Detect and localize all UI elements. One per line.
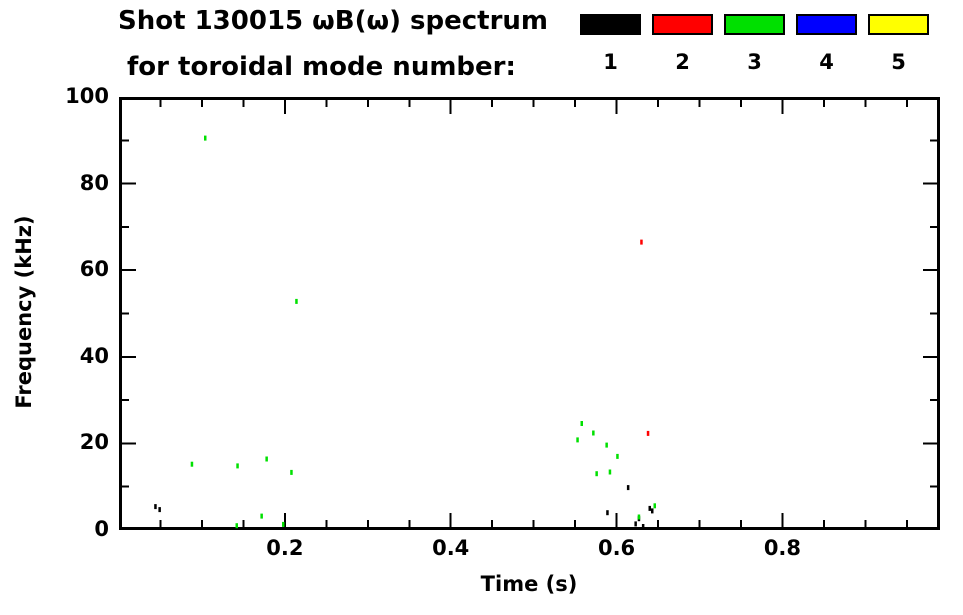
legend-label-mode-5: 5 (891, 50, 906, 74)
x-tick-label-0.6: 0.6 (597, 536, 636, 560)
legend-label-mode-1: 1 (603, 50, 618, 74)
legend-item-mode-2: 2 (652, 14, 713, 74)
legend-label-mode-3: 3 (747, 50, 762, 74)
legend-swatch-mode-1 (580, 14, 641, 35)
chart-subtitle: for toroidal mode number: (127, 52, 516, 82)
legend-item-mode-3: 3 (724, 14, 785, 74)
legend-swatch-mode-2 (652, 14, 713, 35)
legend-item-mode-1: 1 (580, 14, 641, 74)
legend-swatch-mode-4 (796, 14, 857, 35)
x-tick-label-0.4: 0.4 (432, 536, 470, 560)
y-tick-label-0: 0 (94, 517, 109, 541)
y-tick-label-80: 80 (79, 170, 109, 195)
legend-item-mode-4: 4 (796, 14, 857, 74)
y-tick-label-100: 100 (65, 84, 109, 108)
y-tick-label-60: 60 (79, 257, 109, 282)
x-tick-label-0.8: 0.8 (763, 536, 802, 560)
y-axis-label: Frequency (kHz) (12, 215, 36, 409)
legend-swatch-mode-5 (868, 14, 929, 35)
legend-item-mode-5: 5 (868, 14, 929, 74)
y-tick-label-20: 20 (79, 430, 109, 455)
x-axis-label: Time (s) (480, 572, 578, 596)
chart-title: Shot 130015 ωB(ω) spectrum (118, 6, 548, 36)
legend: 1 2 3 4 5 (580, 14, 929, 74)
spectrum-plot-canvas (119, 97, 940, 530)
plot-area (119, 97, 940, 530)
legend-label-mode-4: 4 (819, 50, 834, 74)
x-tick-label-0.2: 0.2 (266, 536, 304, 560)
legend-swatch-mode-3 (724, 14, 785, 35)
y-tick-label-40: 40 (79, 343, 109, 368)
legend-label-mode-2: 2 (675, 50, 690, 74)
